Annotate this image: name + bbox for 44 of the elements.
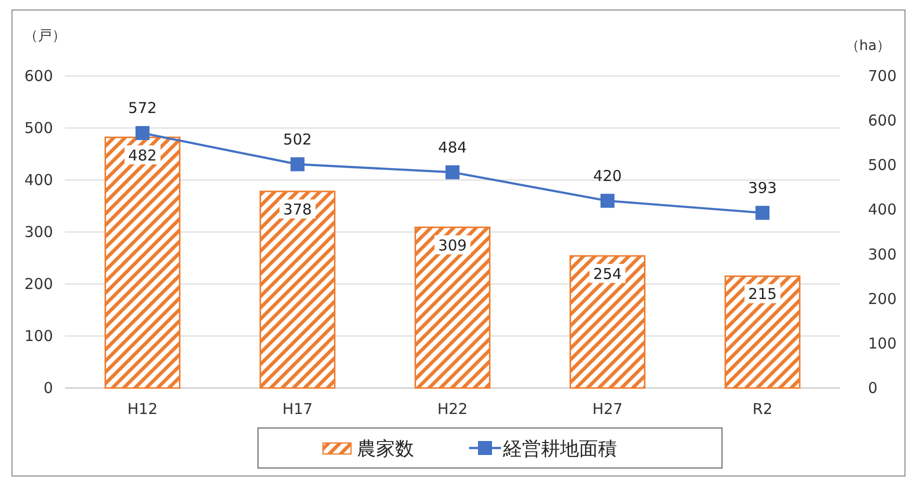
y-tick-label: 400 bbox=[24, 171, 53, 189]
x-tick-label: H27 bbox=[592, 400, 623, 418]
y2-tick-label: 100 bbox=[868, 334, 897, 352]
y-tick-label: 600 bbox=[24, 67, 53, 85]
point bbox=[600, 194, 614, 208]
data-label: 378 bbox=[283, 200, 312, 218]
y-tick-label: 0 bbox=[43, 379, 53, 397]
y-tick-label: 300 bbox=[24, 223, 53, 241]
data-label: 502 bbox=[283, 130, 312, 148]
y-axis-title: （戸） bbox=[24, 28, 66, 44]
legend-label: 経営耕地面積 bbox=[502, 438, 617, 460]
data-label: 484 bbox=[438, 138, 467, 156]
bar bbox=[104, 136, 180, 389]
y2-tick-label: 0 bbox=[868, 379, 878, 397]
x-tick-label: H22 bbox=[437, 400, 468, 418]
data-label: 393 bbox=[748, 178, 777, 197]
legend-label: 農家数 bbox=[357, 438, 414, 460]
y-tick-label: 200 bbox=[24, 275, 53, 293]
y-tick-label: 500 bbox=[24, 119, 53, 137]
bar bbox=[724, 275, 800, 389]
x-tick-label: H17 bbox=[282, 400, 313, 418]
data-label: 482 bbox=[128, 146, 157, 164]
data-label: 254 bbox=[593, 264, 622, 283]
bar bbox=[414, 226, 490, 389]
x-tick-label: R2 bbox=[752, 400, 772, 418]
y2-tick-label: 500 bbox=[868, 156, 897, 174]
bar bbox=[260, 190, 336, 389]
y2-axis-title: （ha） bbox=[845, 38, 891, 54]
y2-tick-label: 600 bbox=[868, 112, 897, 130]
y-tick-label: 100 bbox=[24, 327, 53, 345]
point bbox=[756, 206, 770, 220]
bar bbox=[570, 255, 646, 389]
point bbox=[446, 165, 460, 180]
data-label: 215 bbox=[748, 285, 777, 304]
y2-tick-label: 200 bbox=[868, 290, 897, 308]
point bbox=[290, 157, 304, 172]
y2-tick-label: 700 bbox=[868, 67, 897, 85]
data-label: 572 bbox=[128, 99, 157, 118]
y2-tick-label: 300 bbox=[868, 245, 897, 264]
data-label: 309 bbox=[438, 236, 467, 254]
x-tick-label: H12 bbox=[127, 400, 158, 418]
y2-tick-label: 400 bbox=[868, 200, 897, 219]
point bbox=[136, 126, 150, 140]
data-label: 420 bbox=[593, 166, 622, 185]
